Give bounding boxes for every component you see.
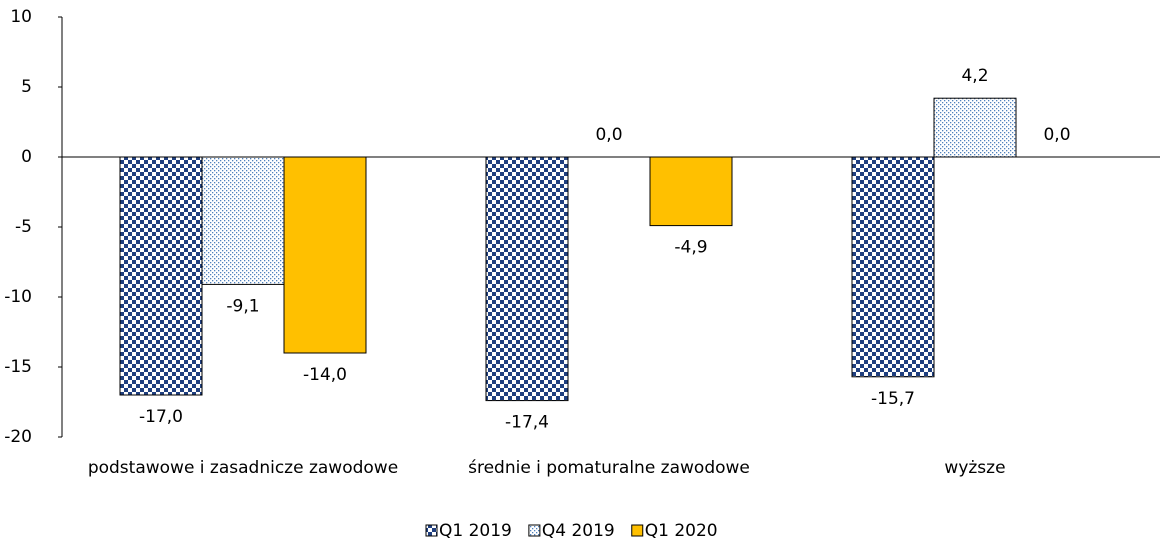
data-label: -14,0 [303,365,347,385]
bar [649,156,733,227]
data-label: -15,7 [871,389,915,409]
bar [851,156,935,378]
data-label: 0,0 [595,125,622,145]
data-label: -17,4 [505,413,549,433]
data-label: -4,9 [674,238,707,258]
legend-swatch [528,524,541,537]
y-tick-label: -20 [4,427,32,447]
y-tick-label: 10 [10,7,32,27]
y-tick-label: -5 [15,217,32,237]
legend-label: Q1 2019 [439,521,512,541]
y-tick-label: 5 [21,77,32,97]
bar [201,156,285,285]
legend-swatch [631,524,644,537]
legend-label: Q1 2020 [645,521,718,541]
bar [283,156,367,354]
bar [485,156,569,402]
bar [119,156,203,396]
data-label: -9,1 [226,296,259,316]
x-tick-label: wyższe [944,458,1005,478]
y-tick-label: -15 [4,357,32,377]
data-label: -17,0 [139,407,183,427]
y-tick-label: -10 [4,287,32,307]
data-label: 0,0 [1043,125,1070,145]
legend-swatch [425,524,438,537]
y-tick-label: 0 [21,147,32,167]
x-tick-label: podstawowe i zasadnicze zawodowe [88,458,398,478]
bar [933,97,1017,158]
x-tick-label: średnie i pomaturalne zawodowe [468,458,750,478]
data-label: 4,2 [961,66,988,86]
legend-label: Q4 2019 [542,521,615,541]
